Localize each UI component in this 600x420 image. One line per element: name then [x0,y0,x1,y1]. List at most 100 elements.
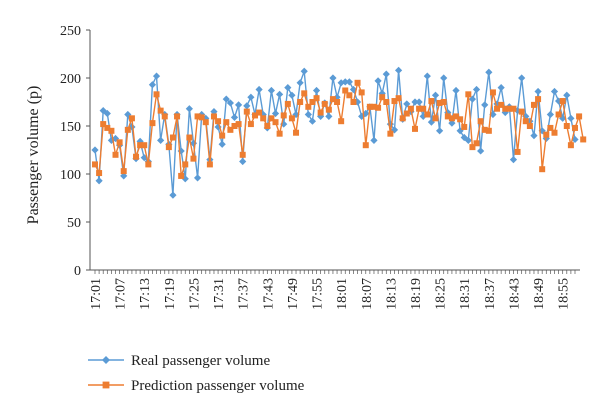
data-point [243,108,250,115]
y-tick-label: 50 [67,216,81,231]
data-point [469,144,476,151]
data-point [498,101,505,108]
x-tick-label: 17:01 [89,278,104,310]
data-point [366,103,373,110]
data-point [185,105,193,113]
data-point [329,74,337,82]
data-point [284,84,292,92]
data-point [509,156,518,164]
data-point [494,105,501,112]
x-tick-label: 17:13 [138,278,153,310]
data-point [193,174,202,182]
data-point [453,113,460,120]
data-point [194,113,201,120]
data-point [239,157,247,166]
data-point [141,142,148,149]
data-point [374,77,382,85]
data-point [559,114,567,122]
legend-label: Real passenger volume [131,353,270,369]
data-point [280,112,287,119]
data-point [304,110,312,119]
data-point [206,161,213,168]
data-point [337,79,345,87]
data-point [312,86,321,95]
x-tick-label: 17:31 [212,278,227,310]
data-point [547,124,554,131]
series-layer [91,66,587,199]
data-point [518,74,526,82]
data-point [247,121,254,128]
data-point [403,100,411,108]
data-point [222,95,230,103]
data-point [358,89,365,96]
y-axis-title: Passenger volume (p) [25,86,42,225]
data-point [440,99,447,105]
data-point [120,172,128,180]
x-tick-label: 18:25 [434,278,449,310]
data-point [137,142,144,149]
data-point [539,166,546,173]
y-tick-label: 200 [60,72,81,87]
x-tick-label: 18:43 [507,278,522,310]
y-tick-label: 0 [74,264,81,279]
data-point [481,126,488,133]
data-point [256,109,263,116]
data-point [416,105,423,112]
data-point [461,123,468,130]
data-point [297,99,304,105]
data-point [293,129,300,136]
data-point [489,89,496,96]
legend-item: Prediction passenger volume [88,378,305,394]
data-point [161,113,168,120]
data-point [174,113,181,120]
y-tick-label: 100 [60,168,81,183]
data-point [178,172,185,179]
data-point [493,100,501,108]
legend-label: Prediction passenger volume [131,378,305,394]
data-point [309,99,316,105]
data-point [378,89,386,97]
data-point [325,106,332,113]
data-point [219,132,226,139]
data-point [464,136,472,144]
data-point [572,124,578,131]
data-point [456,127,464,135]
data-point [436,99,443,106]
data-point [198,114,205,121]
data-point [489,110,497,119]
data-point [546,110,554,119]
data-point [235,121,242,128]
data-point [534,87,542,96]
data-point [427,118,436,126]
data-point [202,119,209,126]
data-point [551,129,558,136]
data-point [133,153,140,160]
data-point [210,108,218,116]
data-point [296,79,304,87]
data-point [465,91,472,98]
data-point [288,91,296,99]
x-tick-label: 17:49 [286,278,301,310]
data-point [370,136,378,144]
y-tick-label: 150 [60,120,81,135]
data-point [317,112,325,120]
data-point [227,126,234,133]
data-point [472,85,481,94]
data-point [276,90,284,98]
data-point [432,115,439,122]
data-point [341,78,349,86]
x-tick-label: 18:49 [532,278,547,310]
data-point [407,105,414,112]
data-point [334,99,341,105]
data-point [165,144,172,151]
data-point [358,112,366,120]
data-point [239,151,246,158]
data-point [342,87,349,94]
legend-item: Real passenger volume [88,353,270,369]
data-point [313,95,320,102]
data-point [563,123,570,129]
data-point [252,112,258,119]
data-point [559,98,566,105]
